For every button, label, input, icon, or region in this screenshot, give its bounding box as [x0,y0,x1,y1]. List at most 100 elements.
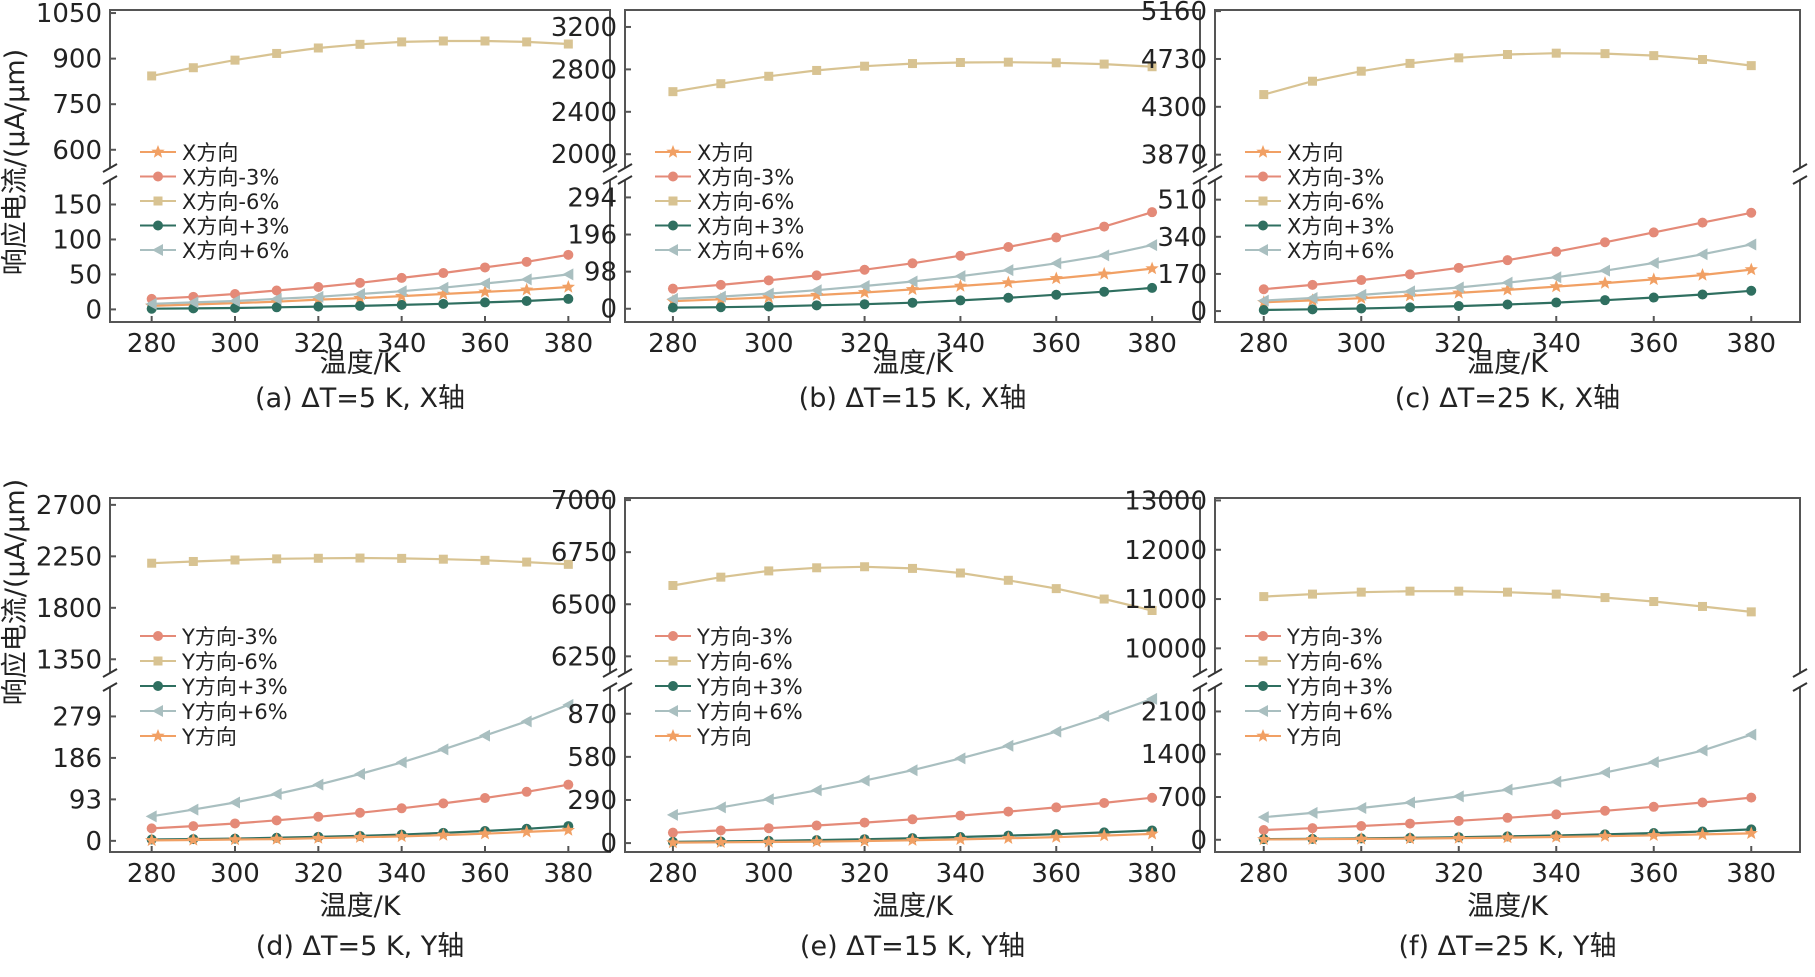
data-point [810,834,824,848]
data-point [1500,282,1515,296]
x-tick-label: 360 [1031,329,1081,359]
series-plus3 [146,293,574,314]
data-point [152,705,163,717]
x-tick-label: 340 [936,329,986,359]
data-point [151,729,165,742]
data-point [764,71,774,81]
legend-label: X方向-6% [697,190,794,214]
data-point [1746,792,1757,803]
data-point [521,296,532,307]
data-point [667,705,678,717]
data-point [1003,575,1013,585]
data-point [563,293,574,304]
y-tick-label: 1400 [1141,740,1207,770]
data-point [953,832,968,845]
data-point [437,281,449,294]
data-point [1551,246,1562,257]
data-point [480,262,490,273]
data-point [1599,766,1610,779]
data-point [145,297,157,310]
data-point [1305,832,1320,845]
data-point [272,48,282,58]
y-axis-title-top-row: 响应电流/(μA/μm) [0,49,31,275]
data-point [151,145,165,158]
data-point [860,562,870,572]
data-point [1647,257,1659,270]
data-point [520,273,532,286]
data-point [1648,801,1659,812]
data-point [438,798,449,809]
chart-panel-d: 1350 1800 2250 2700 0 93 186 279 280 300 320 340 360… [36,491,618,962]
axis-break-mark [617,175,633,185]
data-point [1598,276,1612,289]
data-point [716,572,726,582]
data-point [355,553,365,563]
chart-panel-b: 2000 2400 2800 3200 0 98 196 294 280 300 320 340 360… [551,9,1208,414]
y-tick-label: 1350 [36,645,102,675]
x-tick-label: 320 [840,859,890,889]
data-point [313,811,324,822]
data-point [312,778,324,791]
data-point [1549,279,1563,293]
data-point [1551,589,1561,599]
data-point [438,268,449,279]
data-point [907,258,918,269]
y-tick-label: 580 [567,743,617,773]
data-point [396,272,407,283]
y-tick-label: 12000 [1124,536,1207,566]
axis-frame-upper [109,497,611,673]
data-point [270,832,284,845]
data-point [272,554,282,564]
axis-break-mark [1192,682,1208,692]
legend-label: Y方向+6% [181,700,288,724]
data-point [1258,304,1269,315]
data-point [1257,244,1268,256]
data-point [1356,66,1366,76]
data-point [859,817,870,828]
axis-frame-lower [1214,180,1801,323]
legend-label: X方向-6% [182,190,279,214]
data-point [1147,62,1157,72]
y-tick-label: 170 [1157,260,1207,290]
x-tick-label: 320 [294,859,344,889]
x-tick-label: 280 [1239,329,1289,359]
data-point [1746,285,1757,296]
data-point [1405,586,1415,596]
chart-panels: 600 750 900 1050 0 50 100 150 280 300 320 340 360 380… [36,0,1808,962]
axis-break-mark [102,163,118,173]
data-point [395,285,407,298]
data-point [1500,830,1515,844]
data-point [438,298,449,309]
data-point [1259,592,1269,602]
data-point [480,297,490,308]
data-point [1098,249,1110,262]
data-point [1403,831,1417,845]
chart-panel-c: 3870 4300 4730 5160 0 170 340 510 280 300 320 340 36… [1141,0,1808,414]
data-point [1050,725,1062,738]
data-point [762,793,774,806]
axis-break-mark [617,668,633,678]
data-point [857,285,872,299]
data-point [395,829,409,843]
data-point [147,558,157,568]
data-point [145,810,157,823]
data-point [1258,171,1268,182]
data-point [857,834,872,847]
data-point [520,715,532,728]
x-tick-label: 340 [377,329,427,359]
data-point [1405,58,1415,68]
x-tick-label: 340 [936,859,986,889]
data-point [1550,775,1562,788]
x-tick-label: 320 [1434,329,1484,359]
data-point [1001,275,1015,289]
data-point [1306,291,1318,304]
panel-caption: (c) ΔT=25 K, X轴 [1395,383,1620,414]
data-point [563,779,574,790]
panel-caption: (e) ΔT=15 K, Y轴 [800,931,1025,962]
data-point [1146,239,1158,252]
axis-break-mark [1207,175,1223,185]
series-minus3 [1258,207,1757,295]
legend-label: X方向+3% [1287,215,1394,239]
y-tick-label: 98 [584,258,617,288]
x-tick-label: 340 [1531,859,1581,889]
